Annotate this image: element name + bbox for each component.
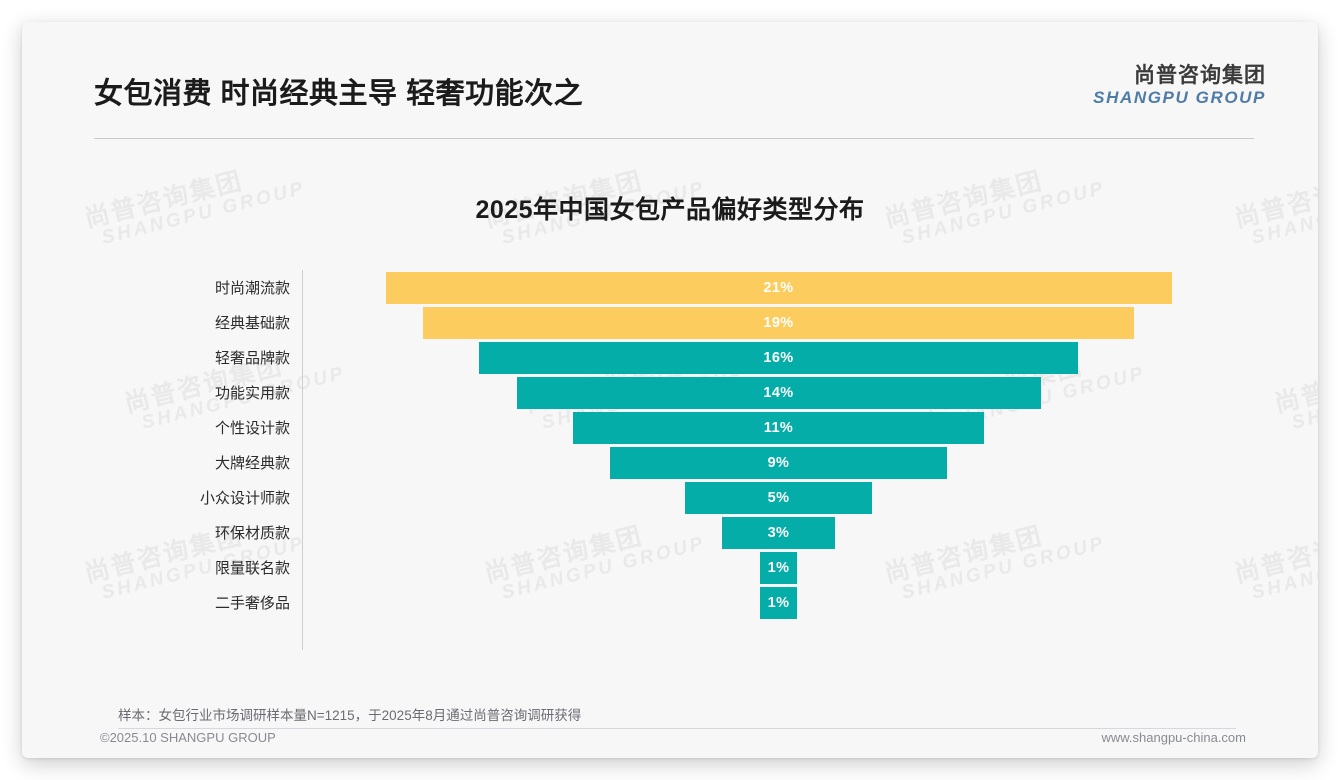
category-axis-line (302, 270, 303, 650)
bar-value-label: 14% (763, 384, 794, 401)
bar-track: 21% (303, 270, 1254, 305)
category-label: 经典基础款 (214, 315, 290, 332)
chart-title: 2025年中国女包产品偏好类型分布 (475, 196, 865, 224)
sample-footnote: 样本：女包行业市场调研样本量N=1215，于2025年8月通过尚普咨询调研获得 (118, 708, 582, 723)
funnel-chart: 时尚潮流款 21% 经典基础款 19% 轻奢品牌款 16% 功能实用款 14% 个性设计款 11%… (94, 262, 1254, 662)
funnel-bar[interactable]: 1% (759, 551, 798, 584)
funnel-bar[interactable]: 3% (722, 516, 835, 549)
slide-header: 女包消费 时尚经典主导 轻奢功能次之 尚普咨询集团 SHANGPU GROUP (22, 22, 1318, 118)
header-divider (94, 138, 1254, 139)
bar-value-label: 1% (767, 594, 790, 611)
bar-track: 11% (303, 410, 1254, 445)
category-label: 大牌经典款 (214, 455, 290, 472)
category-label: 环保材质款 (214, 525, 290, 542)
bar-value-label: 21% (763, 279, 794, 296)
funnel-row[interactable]: 环保材质款 3% (94, 515, 1254, 550)
slide-footer: ©2025.10 SHANGPU GROUP www.shangpu-china… (22, 722, 1318, 758)
page-title: 女包消费 时尚经典主导 轻奢功能次之 (94, 78, 584, 110)
bar-value-label: 16% (763, 349, 794, 366)
bar-track: 19% (303, 305, 1254, 340)
bar-track: 3% (303, 515, 1254, 550)
footer-website[interactable]: www.shangpu-china.com (1101, 730, 1246, 745)
funnel-row[interactable]: 功能实用款 14% (94, 375, 1254, 410)
bar-value-label: 11% (763, 419, 794, 436)
category-label: 个性设计款 (214, 420, 290, 437)
funnel-bar[interactable]: 16% (479, 341, 1078, 374)
bar-value-label: 5% (767, 489, 790, 506)
funnel-bar[interactable]: 14% (516, 376, 1041, 409)
bar-track: 9% (303, 445, 1254, 480)
funnel-row[interactable]: 个性设计款 11% (94, 410, 1254, 445)
funnel-bar[interactable]: 9% (610, 446, 947, 479)
category-label: 二手奢侈品 (214, 595, 290, 612)
funnel-row[interactable]: 大牌经典款 9% (94, 445, 1254, 480)
bar-value-label: 1% (767, 559, 790, 576)
bar-track: 1% (303, 585, 1254, 620)
logo-chinese-text: 尚普咨询集团 (1134, 64, 1266, 87)
funnel-row[interactable]: 限量联名款 1% (94, 550, 1254, 585)
category-label: 限量联名款 (214, 560, 290, 577)
category-label: 功能实用款 (214, 385, 290, 402)
footnote-divider (118, 728, 1236, 729)
funnel-row[interactable]: 小众设计师款 5% (94, 480, 1254, 515)
funnel-row[interactable]: 轻奢品牌款 16% (94, 340, 1254, 375)
brand-logo: 尚普咨询集团 SHANGPU GROUP (1093, 64, 1266, 107)
bar-track: 16% (303, 340, 1254, 375)
bar-value-label: 3% (767, 524, 790, 541)
funnel-bar[interactable]: 21% (385, 271, 1172, 304)
bar-value-label: 19% (763, 314, 794, 331)
bar-track: 5% (303, 480, 1254, 515)
slide-canvas: 尚普咨询集团 SHANGPU GROUP 尚普咨询集团 SHANGPU GROUP 尚普… (22, 22, 1318, 758)
funnel-bar[interactable]: 11% (572, 411, 985, 444)
bar-track: 14% (303, 375, 1254, 410)
category-label: 轻奢品牌款 (214, 350, 290, 367)
funnel-bar[interactable]: 1% (759, 586, 798, 619)
logo-english-text: SHANGPU GROUP (1093, 87, 1266, 107)
funnel-row[interactable]: 时尚潮流款 21% (94, 270, 1254, 305)
funnel-bar[interactable]: 5% (684, 481, 873, 514)
bar-value-label: 9% (767, 454, 790, 471)
funnel-row[interactable]: 二手奢侈品 1% (94, 585, 1254, 620)
category-label: 时尚潮流款 (214, 280, 290, 297)
funnel-bar[interactable]: 19% (422, 306, 1135, 339)
funnel-row[interactable]: 经典基础款 19% (94, 305, 1254, 340)
category-label: 小众设计师款 (199, 490, 290, 507)
footer-copyright: ©2025.10 SHANGPU GROUP (100, 730, 276, 745)
bar-track: 1% (303, 550, 1254, 585)
